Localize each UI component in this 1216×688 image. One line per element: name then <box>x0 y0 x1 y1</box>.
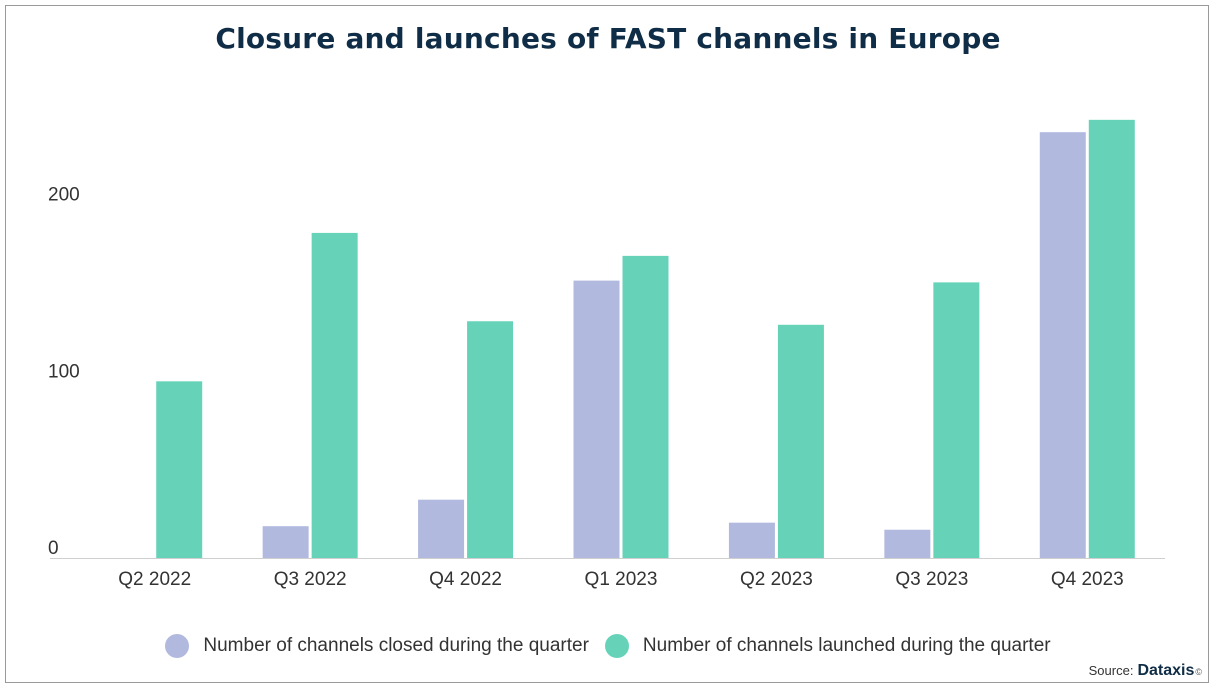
legend-swatch-launched <box>604 634 629 658</box>
x-tick-label: Q3 2023 <box>895 569 968 590</box>
bar-closed <box>884 529 931 558</box>
bar-closed <box>418 499 465 558</box>
copyright-mark: © <box>1195 667 1202 677</box>
legend-label-launched: Number of channels launched during the q… <box>642 635 1051 656</box>
bar-launched <box>1088 119 1135 559</box>
bar-launched <box>311 232 358 558</box>
legend-swatch-closed <box>165 634 190 658</box>
y-tick-label: 100 <box>48 361 80 382</box>
legend-item-launched: Number of channels launched during the q… <box>604 634 1051 658</box>
legend-label-closed: Number of channels closed during the qua… <box>203 635 589 656</box>
x-tick-label: Q3 2022 <box>274 569 347 590</box>
x-tick-label: Q4 2022 <box>429 569 502 590</box>
chart-legend: Number of channels closed during the qua… <box>0 634 1216 658</box>
bar-launched <box>156 381 203 558</box>
chart-title: Closure and launches of FAST channels in… <box>215 22 1001 55</box>
bar-launched <box>777 324 824 558</box>
bar-launched <box>622 255 669 558</box>
bar-closed <box>262 526 309 558</box>
x-tick-label: Q2 2023 <box>740 569 813 590</box>
bar-closed <box>728 522 775 558</box>
x-tick-label: Q4 2023 <box>1051 569 1124 590</box>
y-tick-label: 0 <box>48 538 59 559</box>
bar-closed <box>573 280 620 558</box>
source-label: Source: <box>1088 663 1134 678</box>
bar-launched <box>467 321 514 558</box>
legend-item-closed: Number of channels closed during the qua… <box>165 634 589 658</box>
x-tick-label: Q2 2022 <box>118 569 191 590</box>
x-tick-label: Q1 2023 <box>585 569 658 590</box>
source-credit: Source: Dataxis © <box>1089 662 1202 680</box>
y-tick-label: 200 <box>48 185 80 206</box>
bar-launched <box>933 282 980 558</box>
source-brand: Dataxis <box>1137 662 1195 679</box>
bar-closed <box>1039 132 1086 558</box>
